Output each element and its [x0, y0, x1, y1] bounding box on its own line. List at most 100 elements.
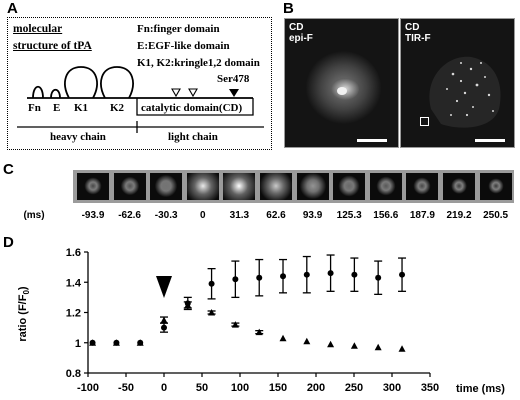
label-k1: K1	[74, 102, 89, 114]
triangle-point	[208, 309, 216, 316]
triangle-point	[112, 339, 120, 346]
panel-letter-a: A	[7, 0, 18, 17]
kringle1-shape	[64, 66, 98, 99]
panel-letter-d: D	[3, 234, 14, 251]
time-lapse-frame	[113, 173, 146, 200]
structure-title-line1: molecular	[13, 23, 63, 35]
time-lapse-frame	[333, 173, 366, 200]
frame-time-label: 62.6	[266, 210, 286, 221]
x-tick-label: 350	[421, 382, 439, 394]
triangle-point	[374, 343, 382, 351]
epi-f-label: CD epi-F	[289, 22, 313, 44]
x-axis-label: time (ms)	[456, 383, 505, 395]
y-axis-label-end: )	[17, 286, 29, 290]
frame-time-label: 0	[200, 210, 206, 221]
epi-f-scale-bar	[357, 139, 387, 142]
time-lapse-frame	[479, 173, 512, 200]
label-catalytic-domain: catalytic domain(CD)	[141, 102, 243, 114]
frame-time-label: -93.9	[81, 210, 105, 221]
stimulus-arrow	[156, 276, 172, 298]
label-e: E	[53, 102, 61, 114]
triangle-point	[184, 301, 192, 308]
frame-time-label: -30.3	[154, 210, 178, 221]
y-tick-label: 1	[75, 338, 81, 350]
legend-kringle: K1, K2:kringle1,2 domain	[137, 57, 260, 69]
x-tick-label: -100	[77, 382, 99, 394]
finger-domain-shape	[32, 85, 44, 99]
circle-point	[351, 271, 358, 278]
label-k2: K2	[110, 102, 125, 114]
legend-finger: Fn:finger domain	[137, 23, 220, 35]
triangle-point	[350, 342, 358, 349]
triangle-point	[303, 337, 311, 345]
circle-point	[161, 324, 167, 331]
circle-point	[232, 276, 239, 283]
circle-point	[256, 274, 263, 281]
selected-vesicle-box	[420, 117, 429, 126]
triangle-point	[231, 321, 239, 328]
frame-time-label: 93.9	[302, 210, 323, 221]
frame-time-label: 31.3	[229, 210, 250, 221]
triangle-point	[327, 340, 335, 348]
frame-time-label: 250.5	[483, 210, 509, 221]
time-unit-label: (ms)	[23, 210, 45, 221]
circle-point	[375, 274, 382, 281]
x-tick-label: 150	[269, 382, 287, 394]
frame-time-label: 219.2	[446, 210, 472, 221]
structure-title-line2: structure of tPA	[13, 40, 92, 52]
fluorescence-ratio-chart: 0.8 1 1.2 1.4 1.6 -100 -50 0 50 100 150 200 250 300 35…	[17, 247, 505, 395]
triangle-point	[255, 328, 263, 336]
time-lapse-frame	[150, 173, 183, 200]
y-tick-label: 1.6	[66, 247, 81, 259]
time-lapse-frame	[77, 173, 109, 200]
triangle-point	[160, 316, 168, 324]
structure-diagram	[17, 66, 264, 133]
epi-f-cell-image	[305, 50, 382, 124]
triangle-point	[89, 339, 97, 346]
kringle2-shape	[100, 66, 134, 99]
x-tick-label: 200	[307, 382, 325, 394]
time-lapse-frame	[260, 173, 292, 200]
triangle-point	[136, 339, 144, 346]
x-tick-label: 50	[196, 382, 208, 394]
y-axis-label-sub: 0	[22, 290, 31, 295]
frame-time-label: 125.3	[336, 210, 362, 221]
epi-f-micrograph: CD epi-F	[284, 18, 399, 148]
label-fn: Fn	[28, 102, 41, 114]
ser478-label: Ser478	[217, 73, 250, 85]
circle-point	[303, 271, 310, 278]
tir-f-micrograph: CD TIR-F	[400, 18, 515, 148]
circle-point	[208, 280, 215, 287]
panel-letter-b: B	[283, 0, 294, 17]
time-lapse-frame	[369, 173, 402, 200]
frame-time-label: -62.6	[118, 210, 141, 221]
x-tick-label: -50	[118, 382, 134, 394]
egf-domain-shape	[50, 88, 61, 99]
circle-point	[327, 270, 334, 277]
circle-point	[399, 271, 406, 278]
label-heavy-chain: heavy chain	[50, 131, 106, 143]
panel-letter-c: C	[3, 161, 14, 178]
open-triangle-2	[188, 88, 198, 98]
x-tick-label: 250	[345, 382, 363, 394]
ser478-marker	[229, 89, 239, 97]
structure-panel	[7, 17, 272, 150]
frame-time-label: 187.9	[409, 210, 435, 221]
x-tick-label: 0	[161, 382, 167, 394]
frame-time-label: 156.6	[373, 210, 399, 221]
catalytic-domain-bracket	[136, 98, 254, 116]
y-axis-label-main: ratio (F/F	[17, 294, 29, 341]
time-lapse-strip	[73, 170, 514, 203]
triangle-point	[398, 345, 406, 352]
y-axis-label: ratio (F/F0)	[17, 286, 31, 342]
time-lapse-frame	[296, 173, 329, 200]
y-tick-label: 1.4	[66, 277, 82, 289]
time-lapse-frame	[186, 173, 219, 200]
tir-f-cell-image	[429, 56, 501, 128]
tir-f-label: CD TIR-F	[405, 22, 431, 44]
open-triangle-1	[171, 88, 181, 98]
triangle-point	[279, 334, 287, 342]
time-lapse-frame	[406, 173, 439, 200]
time-lapse-frame	[443, 173, 475, 200]
circle-point	[280, 273, 287, 280]
